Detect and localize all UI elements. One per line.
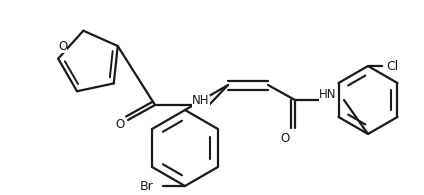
Text: O: O bbox=[280, 131, 290, 144]
Text: Cl: Cl bbox=[386, 59, 398, 73]
Text: O: O bbox=[115, 119, 125, 131]
Text: HN: HN bbox=[319, 89, 337, 102]
Text: O: O bbox=[58, 40, 67, 53]
Text: Br: Br bbox=[140, 180, 154, 192]
Text: NH: NH bbox=[192, 95, 210, 107]
